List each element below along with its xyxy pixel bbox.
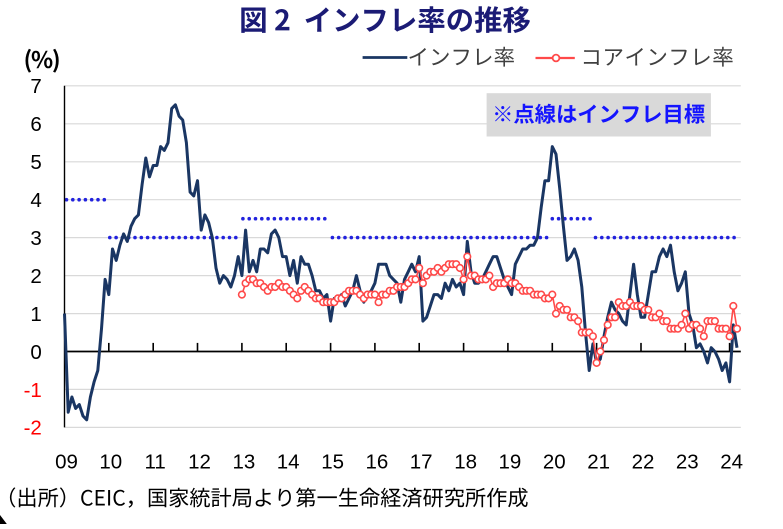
svg-text:0: 0 <box>30 341 41 364</box>
svg-text:09: 09 <box>55 450 78 473</box>
svg-text:-1: -1 <box>24 379 42 402</box>
svg-text:5: 5 <box>30 151 41 174</box>
svg-text:11: 11 <box>145 450 166 473</box>
svg-text:17: 17 <box>410 450 433 473</box>
svg-text:7: 7 <box>30 75 41 98</box>
svg-text:20: 20 <box>543 450 566 473</box>
svg-text:10: 10 <box>99 450 122 473</box>
svg-text:23: 23 <box>676 450 699 473</box>
svg-text:21: 21 <box>587 450 610 473</box>
svg-text:12: 12 <box>188 450 211 473</box>
svg-text:3: 3 <box>30 227 41 250</box>
svg-text:22: 22 <box>632 450 655 473</box>
svg-text:6: 6 <box>30 113 41 136</box>
svg-text:15: 15 <box>321 450 344 473</box>
svg-text:1: 1 <box>30 303 41 326</box>
svg-text:19: 19 <box>498 450 521 473</box>
svg-text:-2: -2 <box>24 417 42 440</box>
svg-text:2: 2 <box>30 265 41 288</box>
svg-text:18: 18 <box>454 450 477 473</box>
svg-text:4: 4 <box>30 189 41 212</box>
svg-text:13: 13 <box>232 450 255 473</box>
svg-text:24: 24 <box>720 450 743 473</box>
svg-text:14: 14 <box>277 450 300 473</box>
svg-text:16: 16 <box>365 450 388 473</box>
